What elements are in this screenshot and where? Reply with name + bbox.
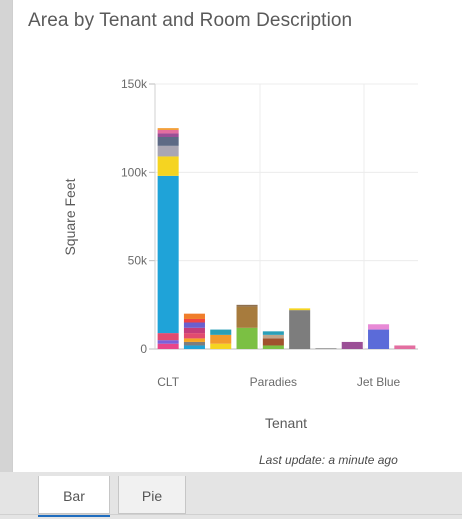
- y-tick-label: 50k: [128, 254, 148, 268]
- y-axis-label: Square Feet: [62, 178, 78, 255]
- bar-segment[interactable]: [183, 313, 205, 319]
- bar-segment[interactable]: [394, 345, 416, 349]
- tab-bar-divider: [0, 514, 462, 515]
- bar-segment[interactable]: [183, 341, 205, 346]
- x-tick-labels: CLT Paradies Jet Blue: [157, 375, 400, 389]
- tab-bar-label: Bar: [63, 488, 85, 504]
- y-tick-label: 100k: [121, 165, 148, 179]
- bar-segment[interactable]: [315, 348, 337, 349]
- bar-segment[interactable]: [262, 334, 284, 339]
- bar-segment[interactable]: [210, 343, 232, 349]
- bar-segment[interactable]: [157, 129, 179, 134]
- bar-segment[interactable]: [236, 304, 258, 307]
- active-tab-indicator: [38, 514, 110, 517]
- x-tick-label: Paradies: [250, 375, 297, 389]
- x-axis-label: Tenant: [265, 415, 307, 431]
- bar-segment[interactable]: [341, 341, 363, 349]
- bar-segment[interactable]: [183, 345, 205, 349]
- bar-segment[interactable]: [157, 137, 179, 146]
- tab-bar-chart[interactable]: Bar: [38, 476, 110, 517]
- bar-segment[interactable]: [157, 175, 179, 334]
- bar-segment[interactable]: [183, 338, 205, 342]
- tab-pie-label: Pie: [141, 488, 163, 504]
- chart-title: Area by Tenant and Room Description: [28, 10, 353, 31]
- tab-pie-chart[interactable]: Pie: [118, 476, 186, 514]
- bar-segment[interactable]: [183, 318, 205, 323]
- bar-segment[interactable]: [210, 334, 232, 344]
- bar-segment[interactable]: [262, 345, 284, 349]
- bar-stack[interactable]: [315, 348, 337, 349]
- bar-stack[interactable]: [262, 331, 284, 349]
- bar-segment[interactable]: [368, 324, 390, 330]
- bar-stack[interactable]: [210, 329, 232, 349]
- x-tick-label: CLT: [157, 375, 179, 389]
- y-tick-label: 0: [140, 342, 147, 356]
- bar-stack[interactable]: [236, 304, 258, 349]
- bar-stack[interactable]: [183, 313, 205, 349]
- bar-stack[interactable]: [157, 128, 179, 349]
- bar-segment[interactable]: [236, 327, 258, 349]
- left-edge: [0, 0, 12, 519]
- bar-stack[interactable]: [341, 341, 363, 349]
- bar-segment[interactable]: [157, 156, 179, 176]
- bar-segment[interactable]: [183, 327, 205, 334]
- chart-panel: [12, 0, 462, 472]
- y-tick-labels: 0 50k 100k 150k: [121, 77, 148, 356]
- bar-segment[interactable]: [157, 333, 179, 341]
- bars: [157, 128, 416, 349]
- bar-stack[interactable]: [289, 308, 311, 349]
- y-tick-label: 150k: [121, 77, 148, 91]
- grid-lines: [149, 83, 418, 350]
- bar-stack[interactable]: [368, 324, 390, 349]
- bar-segment[interactable]: [262, 331, 284, 335]
- bar-stack[interactable]: [394, 345, 416, 349]
- bar-segment[interactable]: [262, 338, 284, 346]
- bar-chart: 0 50k 100k 150k CLT Paradies Jet Blue Square …: [62, 77, 418, 431]
- bar-segment[interactable]: [157, 343, 179, 349]
- bar-segment[interactable]: [157, 340, 179, 344]
- bar-segment[interactable]: [368, 329, 390, 349]
- bar-segment[interactable]: [183, 333, 205, 339]
- x-tick-label: Jet Blue: [357, 375, 401, 389]
- bar-segment[interactable]: [236, 306, 258, 328]
- bar-segment[interactable]: [289, 310, 311, 349]
- bar-segment[interactable]: [210, 329, 232, 335]
- bar-segment[interactable]: [289, 308, 311, 311]
- bar-segment[interactable]: [157, 145, 179, 157]
- bar-segment[interactable]: [157, 133, 179, 137]
- bar-segment[interactable]: [157, 128, 179, 130]
- bar-segment[interactable]: [183, 322, 205, 328]
- last-update-text: Last update: a minute ago: [259, 453, 398, 467]
- tab-bar: Bar Pie: [0, 472, 462, 519]
